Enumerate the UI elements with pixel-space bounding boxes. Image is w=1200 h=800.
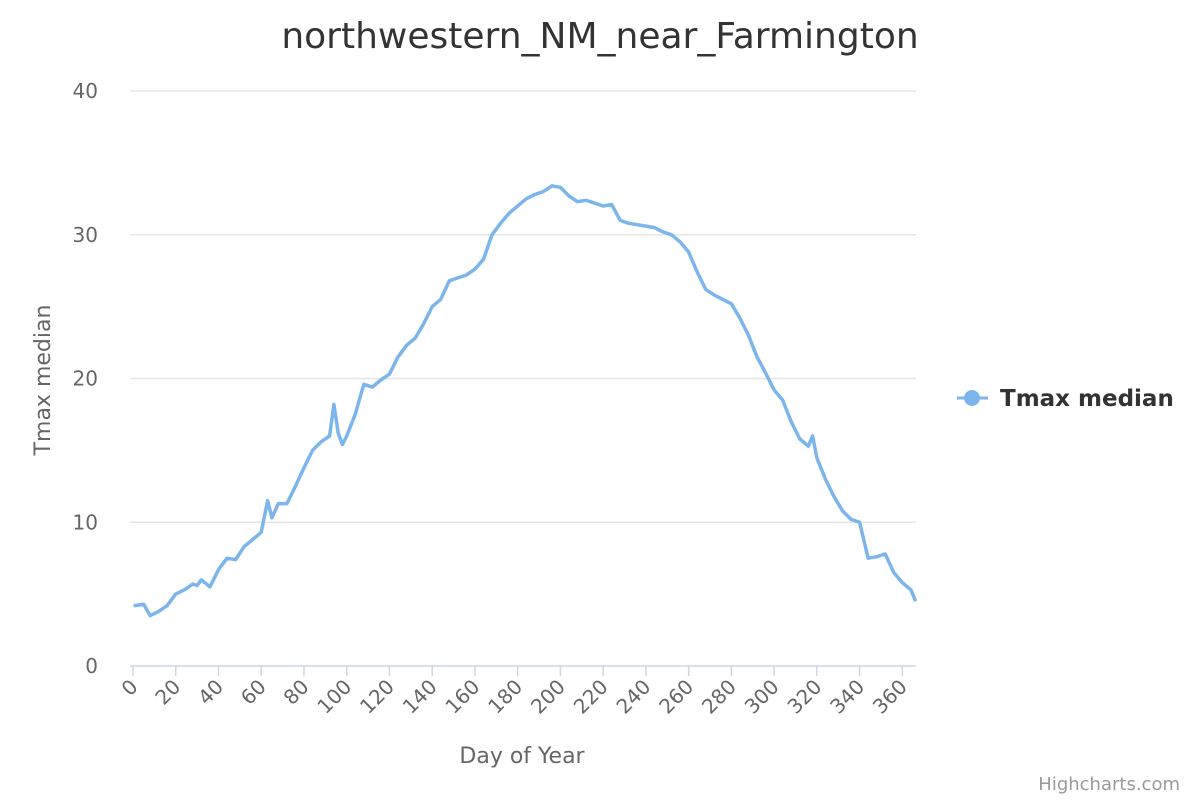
y-tick-label: 30	[73, 223, 98, 247]
credits-link[interactable]: Highcharts.com	[1038, 774, 1180, 795]
x-tick-label: 300	[740, 675, 784, 719]
x-tick-label: 60	[236, 675, 271, 710]
gridlines	[130, 90, 916, 523]
x-axis-title: Day of Year	[459, 744, 585, 769]
x-tick-label: 360	[868, 675, 912, 719]
x-tick-label: 80	[279, 675, 314, 710]
x-tick-label: 280	[697, 675, 741, 719]
x-tick-label: 140	[398, 675, 442, 719]
series-line-tmax-median[interactable]	[133, 184, 917, 618]
x-tick-label: 220	[569, 675, 613, 719]
x-tick-label: 320	[782, 675, 826, 719]
legend-label: Tmax median	[1000, 386, 1174, 412]
x-tick-label: 0	[117, 675, 143, 701]
y-tick-label: 10	[73, 510, 98, 534]
x-tick-label: 40	[193, 675, 228, 710]
x-tick-label: 180	[483, 675, 527, 719]
y-tick-label: 20	[73, 367, 98, 391]
x-tick-label: 20	[150, 675, 185, 710]
legend-item-tmax-median[interactable]: Tmax median	[957, 386, 1174, 412]
x-tick-label: 240	[611, 675, 655, 719]
y-axis: 0 10 20 30 40	[73, 79, 98, 678]
x-tick-label: 160	[440, 675, 484, 719]
y-tick-label: 0	[85, 654, 98, 678]
x-tick-label: 340	[825, 675, 869, 719]
x-tick-label: 260	[654, 675, 698, 719]
legend-circle-icon	[964, 390, 980, 406]
x-tick-label: 120	[355, 675, 399, 719]
y-tick-label: 40	[73, 79, 98, 103]
y-axis-title: Tmax median	[31, 305, 56, 457]
chart-title: northwestern_NM_near_Farmington	[281, 16, 918, 57]
x-tick-label: 100	[312, 675, 356, 719]
plot-series	[133, 184, 917, 618]
x-axis: 0 20 40 60 801001201401601802002202402602803…	[117, 665, 916, 719]
x-tick-label: 200	[526, 675, 570, 719]
